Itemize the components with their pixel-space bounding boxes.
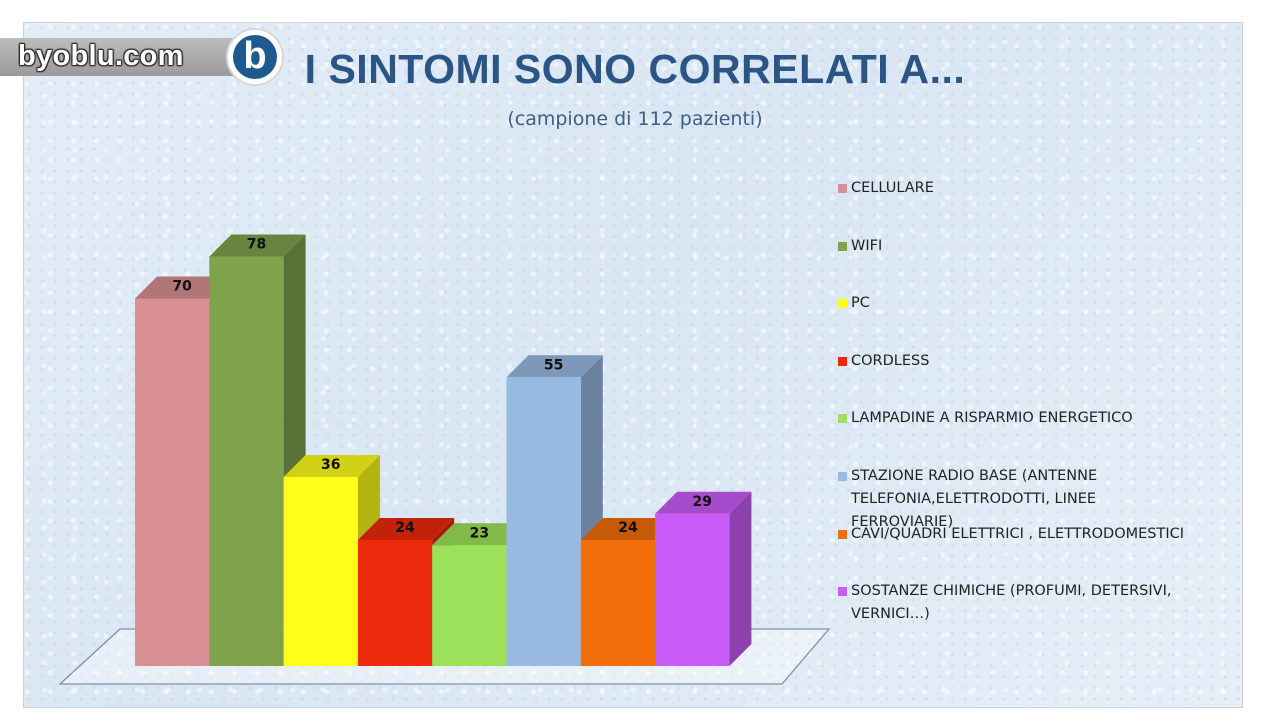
chart-title: I SINTOMI SONO CORRELATI A... [304, 46, 966, 92]
legend-label: LAMPADINE A RISPARMIO ENERGETICO [851, 410, 1133, 426]
data-label-4: 24 [395, 520, 415, 536]
bar-6 [506, 377, 581, 666]
data-label-5: 23 [470, 525, 489, 541]
data-label-3: 36 [321, 457, 340, 473]
legend-label: SOSTANZE CHIMICHE (PROFUMI, DETERSIVI, V… [851, 583, 1172, 622]
bar-side-8 [729, 491, 752, 666]
bar-4 [357, 540, 433, 666]
bar-top-5 [432, 523, 529, 546]
bar-top-7 [580, 518, 678, 540]
legend-swatch [838, 299, 847, 308]
bar-5 [432, 545, 507, 666]
bar-1 [135, 298, 210, 666]
bar-top-8 [655, 491, 752, 514]
bar-top-6 [506, 355, 603, 378]
legend-label: STAZIONE RADIO BASE (ANTENNE TELEFONIA,E… [851, 468, 1098, 530]
chart-subtitle: (campione di 112 pazienti) [507, 108, 763, 130]
logo-bar [0, 38, 238, 76]
legend-swatch [838, 184, 847, 193]
logo-text: byoblu.com [18, 40, 184, 72]
bar-top-2 [209, 234, 306, 257]
legend-label: PC [851, 295, 870, 311]
bar-3 [283, 477, 358, 666]
legend-swatch [838, 242, 847, 251]
bar-top-1 [135, 276, 232, 299]
legend-swatch [838, 357, 847, 366]
legend-swatch [838, 414, 847, 423]
legend-swatch [838, 587, 847, 596]
bar-7 [580, 540, 656, 666]
legend-label: CELLULARE [851, 180, 934, 196]
data-label-1: 70 [172, 279, 192, 295]
data-label-8: 29 [693, 494, 712, 510]
legend-swatch [838, 472, 847, 481]
legend-swatch [838, 530, 847, 539]
logo-badge-letter: b [233, 35, 277, 79]
bar-top-4 [357, 518, 455, 540]
logo-badge: b [226, 28, 284, 86]
data-label-7: 24 [618, 520, 638, 536]
bar-8 [655, 513, 730, 666]
bar-top-3 [283, 455, 380, 477]
legend-label: CAVI/QUADRI ELETTRICI , ELETTRODOMESTICI [851, 526, 1185, 542]
legend-label: CORDLESS [851, 353, 930, 369]
legend-label: WIFI [851, 238, 883, 254]
data-label-2: 78 [247, 237, 266, 253]
data-label-6: 55 [544, 357, 563, 373]
bar-2 [209, 256, 284, 666]
